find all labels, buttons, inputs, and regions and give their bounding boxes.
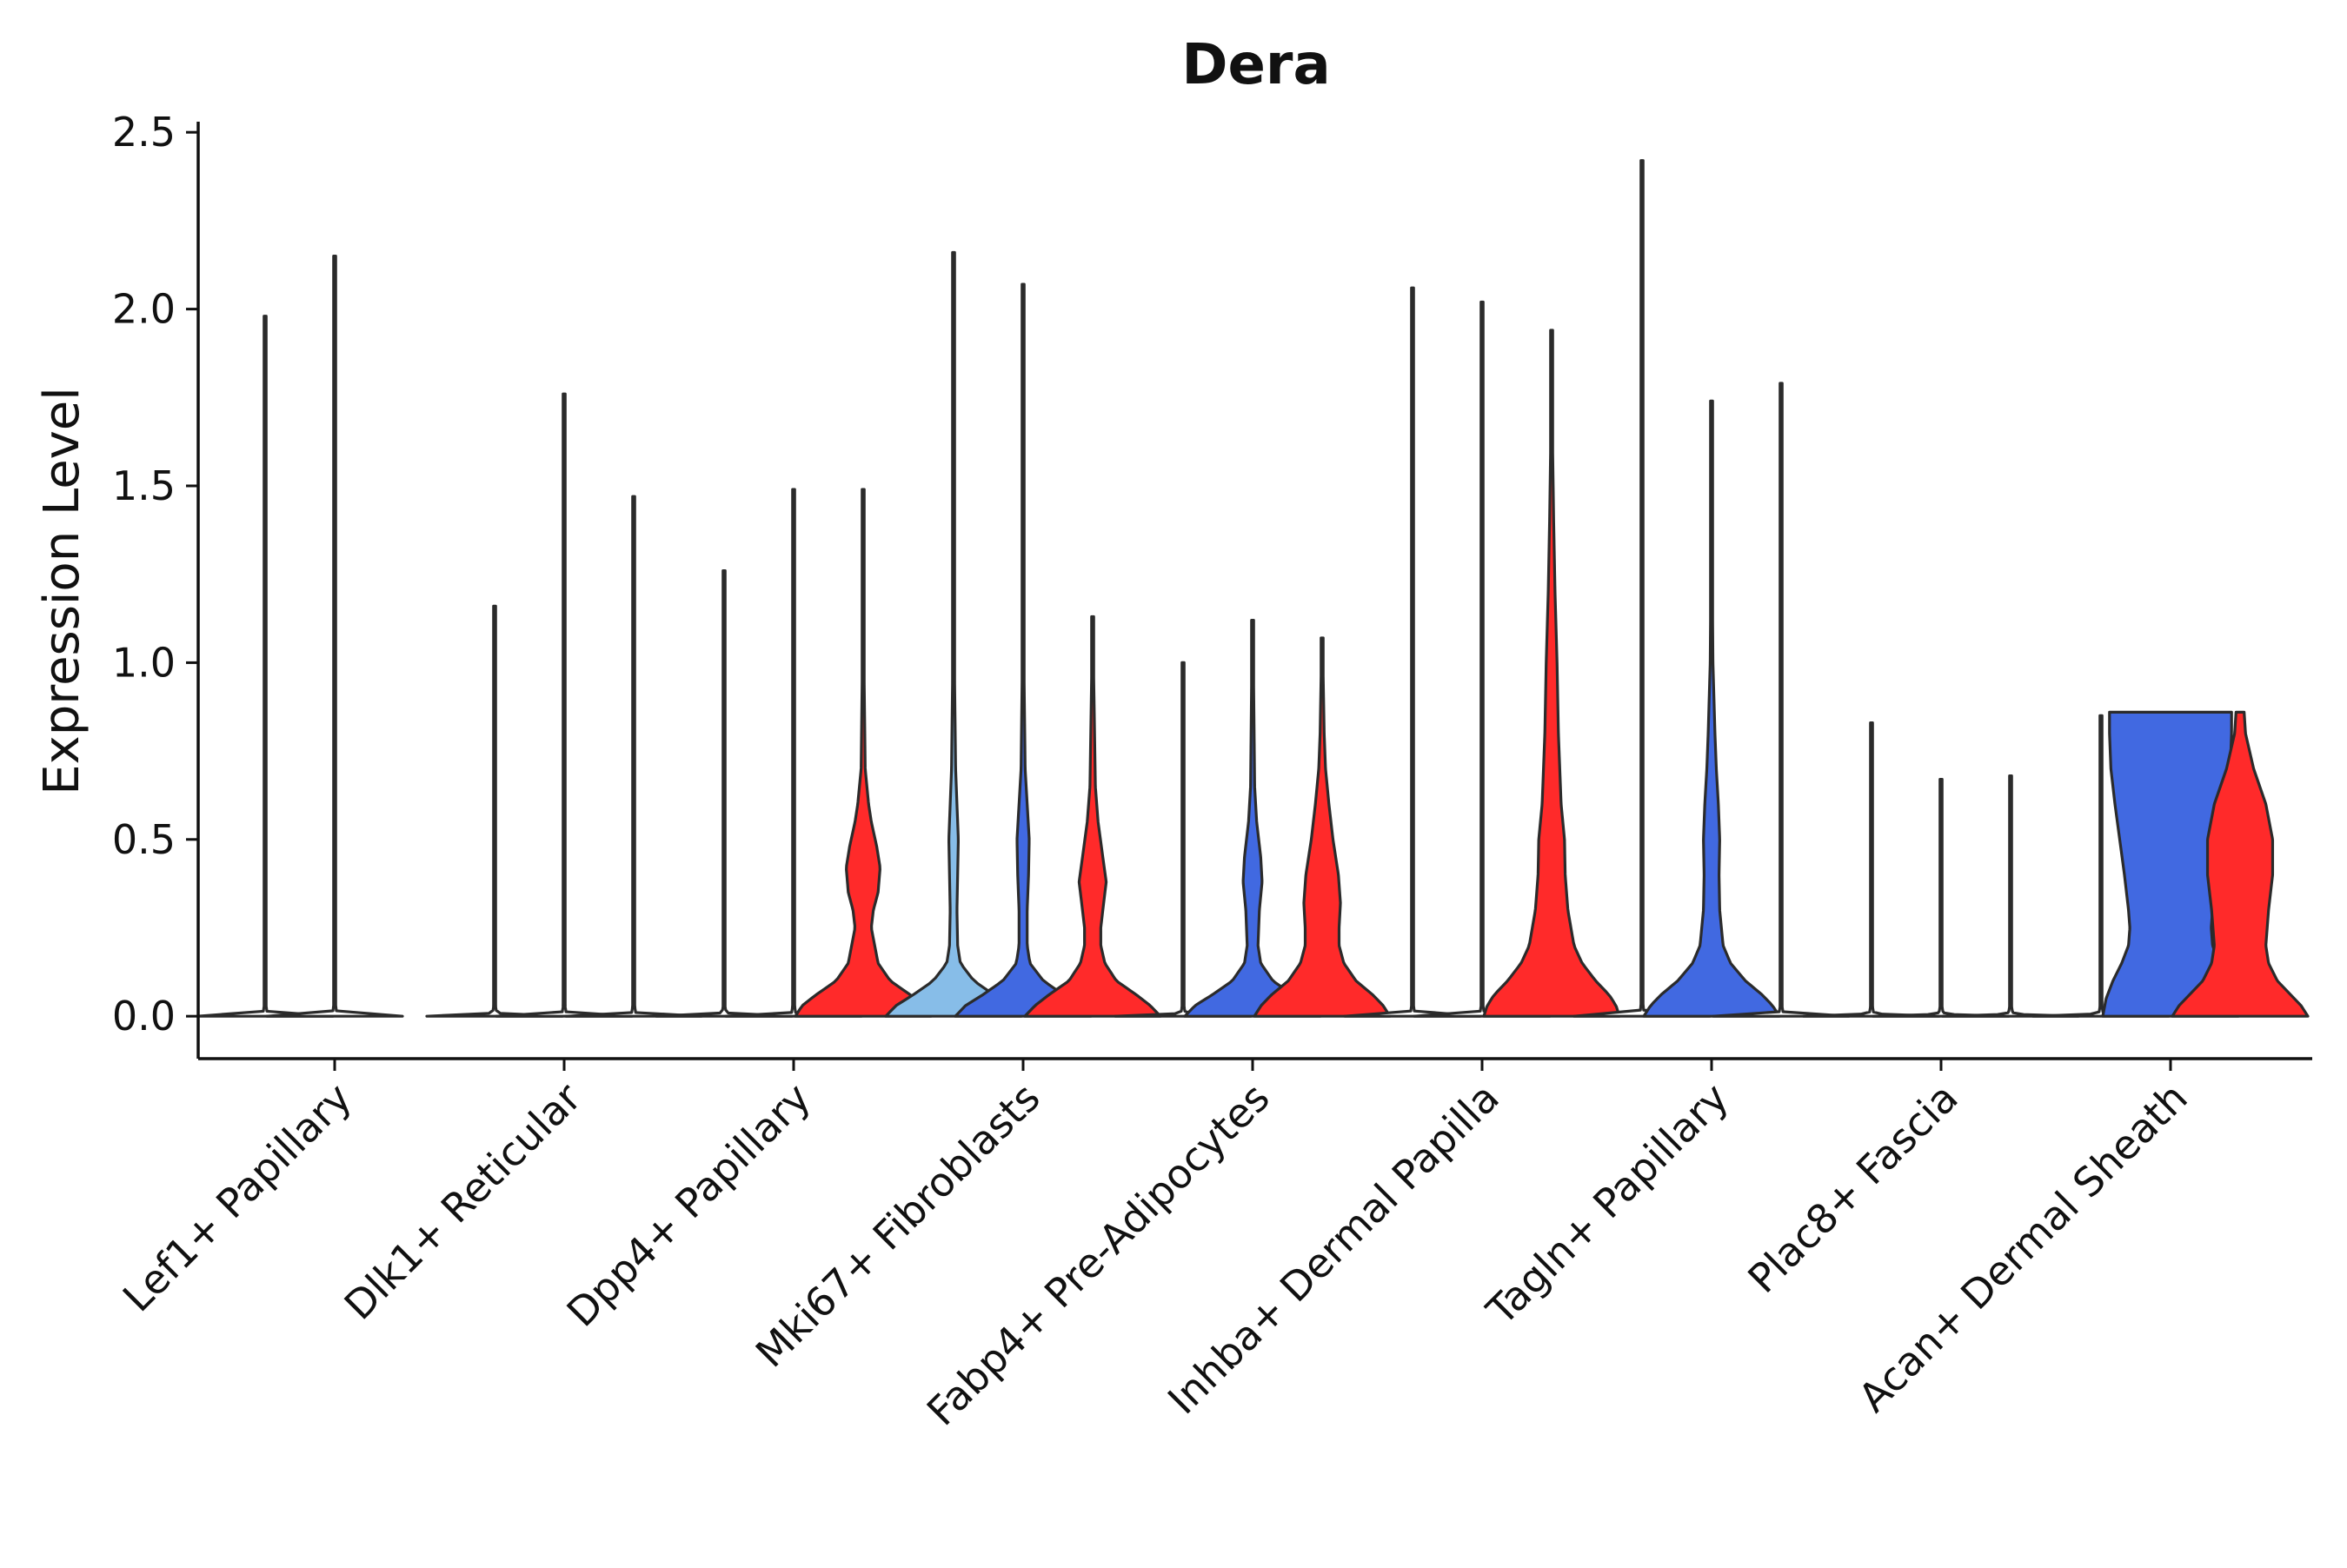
violin-mki67-fibroblasts-group-1: [954, 282, 1093, 1018]
x-tick-label: Lef1+ Papillary: [114, 1074, 361, 1321]
violin-plac8-fascia-group-2: [1941, 774, 2080, 1018]
violin-inhba-dermal-papilla-group-0: [1343, 286, 1482, 1018]
x-tick-label: Dpp4+ Papillary: [558, 1074, 820, 1336]
violin-dpp4-papillary-group-2: [794, 488, 933, 1018]
violin-plac8-fascia-group-1: [1872, 778, 2011, 1018]
violin-dpp4-papillary-group-1: [724, 488, 863, 1018]
violin-lef1-papillary-group-0: [196, 315, 335, 1018]
violin-acan-dermal-sheath-group-0: [2031, 714, 2171, 1018]
y-tick-label: 2.5: [112, 109, 176, 156]
y-axis-label: Expression Level: [34, 387, 90, 795]
y-tick-label: 2.0: [112, 286, 176, 333]
violin-tagln-papillary-group-1: [1642, 399, 1781, 1018]
violin-dpp4-papillary-group-0: [655, 569, 794, 1018]
violin-dlk1-reticular-group-2: [564, 495, 703, 1018]
violin-mki67-fibroblasts-group-0: [884, 250, 1023, 1018]
violin-dlk1-reticular-group-0: [425, 604, 564, 1018]
x-tick-label: Plac8+ Fascia: [1739, 1074, 1966, 1302]
y-tick-label: 0.0: [112, 993, 176, 1040]
x-tick-label: Tagln+ Papillary: [1477, 1074, 1738, 1335]
y-tick-label: 1.0: [112, 639, 176, 686]
violins: [196, 159, 2310, 1018]
y-tick-label: 1.5: [112, 462, 176, 509]
violin-lef1-papillary-group-1: [265, 254, 404, 1018]
violin-fabp4-pre-adipocytes-group-2: [1253, 636, 1392, 1018]
violin-inhba-dermal-papilla-group-2: [1482, 329, 1621, 1018]
x-tick-label: Dlk1+ Reticular: [336, 1074, 590, 1329]
violin-mki67-fibroblasts-group-2: [1023, 615, 1162, 1018]
violin-tagln-papillary-group-0: [1572, 159, 1712, 1018]
violin-fabp4-pre-adipocytes-group-1: [1183, 618, 1322, 1018]
violin-acan-dermal-sheath-group-2: [2171, 710, 2310, 1018]
violin-tagln-papillary-group-2: [1712, 382, 1851, 1018]
violin-inhba-dermal-papilla-group-1: [1413, 300, 1552, 1018]
violin-dlk1-reticular-group-1: [495, 392, 634, 1018]
chart-title: Dera: [1181, 33, 1330, 97]
violin-plac8-fascia-group-0: [1802, 721, 1941, 1018]
y-tick-label: 0.5: [112, 816, 176, 863]
violin-fabp4-pre-adipocytes-group-0: [1114, 661, 1253, 1018]
